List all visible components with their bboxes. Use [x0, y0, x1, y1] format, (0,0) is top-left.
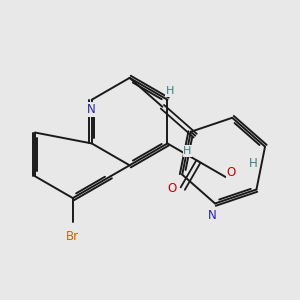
Text: H: H [166, 86, 174, 96]
Text: H: H [183, 146, 192, 156]
Text: O: O [226, 166, 236, 179]
Text: N: N [208, 209, 217, 222]
Text: O: O [167, 182, 176, 195]
Text: H: H [249, 158, 258, 170]
Text: Br: Br [66, 230, 80, 243]
Text: N: N [87, 103, 96, 116]
